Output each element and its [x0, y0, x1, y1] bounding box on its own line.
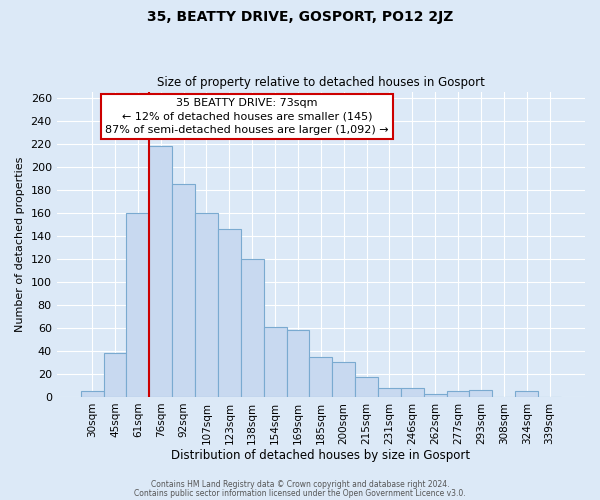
Bar — [446, 391, 469, 397]
Bar — [241, 259, 263, 397]
Bar — [310, 356, 332, 397]
Text: 35 BEATTY DRIVE: 73sqm
← 12% of detached houses are smaller (145)
87% of semi-de: 35 BEATTY DRIVE: 73sqm ← 12% of detached… — [105, 98, 389, 134]
Bar — [80, 391, 104, 397]
Bar — [424, 394, 446, 397]
Bar — [332, 362, 355, 397]
Y-axis label: Number of detached properties: Number of detached properties — [15, 157, 25, 332]
Text: Contains HM Land Registry data © Crown copyright and database right 2024.: Contains HM Land Registry data © Crown c… — [151, 480, 449, 489]
Title: Size of property relative to detached houses in Gosport: Size of property relative to detached ho… — [157, 76, 485, 90]
Bar — [401, 388, 424, 397]
Text: 35, BEATTY DRIVE, GOSPORT, PO12 2JZ: 35, BEATTY DRIVE, GOSPORT, PO12 2JZ — [147, 10, 453, 24]
Bar — [355, 378, 378, 397]
X-axis label: Distribution of detached houses by size in Gosport: Distribution of detached houses by size … — [171, 450, 470, 462]
Bar — [218, 229, 241, 397]
Bar — [127, 213, 149, 397]
Bar — [149, 146, 172, 397]
Bar — [515, 391, 538, 397]
Bar — [378, 388, 401, 397]
Text: Contains public sector information licensed under the Open Government Licence v3: Contains public sector information licen… — [134, 488, 466, 498]
Bar — [195, 213, 218, 397]
Bar — [104, 353, 127, 397]
Bar — [287, 330, 310, 397]
Bar — [172, 184, 195, 397]
Bar — [263, 327, 287, 397]
Bar — [469, 390, 493, 397]
